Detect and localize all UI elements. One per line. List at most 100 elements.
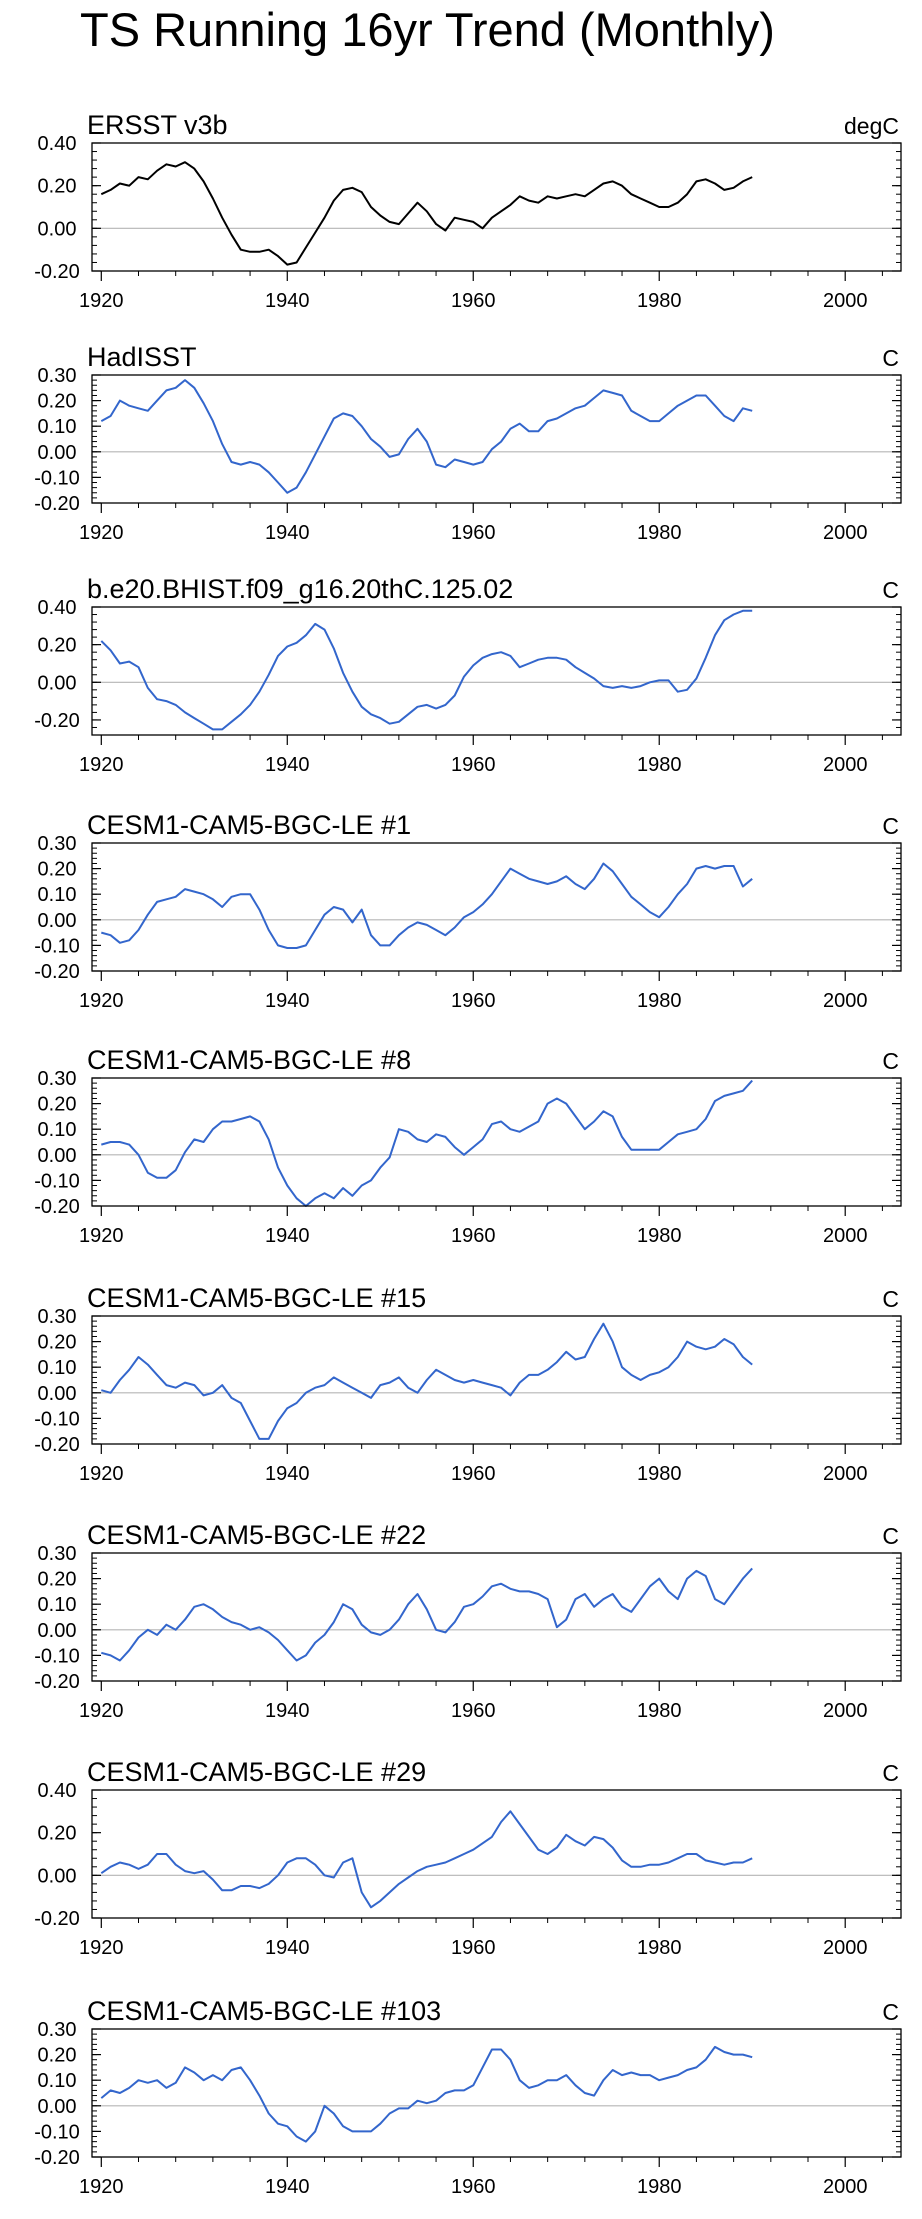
x-tick-label: 2000 xyxy=(823,1937,868,1959)
panel-title: ERSST v3b xyxy=(87,110,228,140)
y-tick-label: 0.20 xyxy=(38,1823,77,1845)
y-tick-label: 0.20 xyxy=(38,859,77,881)
y-tick-label: 0.00 xyxy=(38,672,77,694)
x-tick-label: 1980 xyxy=(637,754,682,776)
x-tick-label: 1980 xyxy=(637,522,682,544)
y-tick-label: 0.10 xyxy=(38,2070,77,2092)
panel-units: C xyxy=(882,1048,899,1074)
y-tick-label: 0.10 xyxy=(38,884,77,906)
panel-5: CESM1-CAM5-BGC-LE #8 C -0.20 -0.10 0.00 0.10 0… xyxy=(34,1045,902,1247)
panel-title: CESM1-CAM5-BGC-LE #8 xyxy=(87,1045,411,1075)
y-tick-label: 0.10 xyxy=(38,416,77,438)
y-tick-label: 0.40 xyxy=(38,597,77,619)
y-tick-label: 0.30 xyxy=(38,1068,77,1090)
series-line xyxy=(100,2045,753,2143)
panel-units: C xyxy=(882,1523,899,1549)
panel-title: b.e20.BHIST.f09_g16.20thC.125.02 xyxy=(87,574,513,604)
y-tick-label: -0.20 xyxy=(34,1671,80,1693)
y-tick-label: 0.20 xyxy=(38,2045,77,2067)
x-tick-label: 1960 xyxy=(451,1463,496,1485)
y-tick-label: 0.10 xyxy=(38,1119,77,1141)
x-tick-label: 1980 xyxy=(637,2176,682,2198)
y-tick-label: -0.10 xyxy=(34,935,80,957)
series-line xyxy=(101,1322,753,1440)
x-tick-label: 2000 xyxy=(823,1225,868,1247)
y-tick-label: 0.40 xyxy=(38,133,77,155)
plot-frame xyxy=(91,842,902,972)
x-tick-label: 1940 xyxy=(265,1700,310,1722)
panel-title: CESM1-CAM5-BGC-LE #15 xyxy=(87,1283,426,1313)
y-tick-label: 0.20 xyxy=(38,1094,77,1116)
panel-title: CESM1-CAM5-BGC-LE #22 xyxy=(87,1520,426,1550)
x-tick-label: 1940 xyxy=(265,1225,310,1247)
x-tick-label: 2000 xyxy=(823,290,868,312)
y-tick-label: -0.20 xyxy=(34,2147,80,2169)
panel-title: CESM1-CAM5-BGC-LE #1 xyxy=(87,810,411,840)
y-tick-label: -0.10 xyxy=(34,467,80,489)
x-tick-label: 1960 xyxy=(451,290,496,312)
plot-frame xyxy=(91,606,902,736)
panel-3: b.e20.BHIST.f09_g16.20thC.125.02 C -0.20 0.… xyxy=(34,574,902,776)
y-tick-label: 0.20 xyxy=(38,176,77,198)
y-tick-label: 0.00 xyxy=(38,2096,77,2118)
x-tick-label: 1920 xyxy=(79,2176,124,2198)
x-tick-label: 2000 xyxy=(823,990,868,1012)
x-tick-label: 1940 xyxy=(265,1463,310,1485)
y-tick-label: -0.20 xyxy=(34,1434,80,1456)
y-tick-label: 0.00 xyxy=(38,1620,77,1642)
y-tick-label: -0.10 xyxy=(34,1408,80,1430)
x-tick-label: 1960 xyxy=(451,2176,496,2198)
panel-1: ERSST v3b degC -0.20 0.00 0.20 0.40 1920 1940 19… xyxy=(34,110,902,312)
x-tick-label: 1920 xyxy=(79,754,124,776)
y-tick-label: 0.20 xyxy=(38,1569,77,1591)
y-tick-label: 0.00 xyxy=(38,218,77,240)
x-tick-label: 2000 xyxy=(823,2176,868,2198)
series-line xyxy=(101,1079,753,1207)
y-tick-label: 0.30 xyxy=(38,2019,77,2041)
y-tick-label: 0.00 xyxy=(38,910,77,932)
panel-title: CESM1-CAM5-BGC-LE #103 xyxy=(87,1996,441,2026)
panel-title: CESM1-CAM5-BGC-LE #29 xyxy=(87,1757,426,1787)
y-tick-label: -0.20 xyxy=(34,1908,80,1930)
plot-frame xyxy=(91,2028,902,2158)
y-tick-label: 0.10 xyxy=(38,1357,77,1379)
y-tick-label: 0.00 xyxy=(38,442,77,464)
series-line xyxy=(100,379,753,494)
x-tick-label: 1920 xyxy=(79,1463,124,1485)
x-tick-label: 1980 xyxy=(637,1700,682,1722)
panel-8: CESM1-CAM5-BGC-LE #29 C -0.20 0.00 0.20 0.40 1… xyxy=(34,1757,902,1959)
x-tick-label: 1920 xyxy=(79,1225,124,1247)
x-tick-label: 1920 xyxy=(79,990,124,1012)
x-tick-label: 1960 xyxy=(451,522,496,544)
panel-6: CESM1-CAM5-BGC-LE #15 C -0.20 -0.10 0.00 0.10… xyxy=(34,1283,902,1485)
series-line xyxy=(100,609,753,731)
panel-title: HadISST xyxy=(87,342,197,372)
x-tick-label: 1920 xyxy=(79,522,124,544)
x-tick-label: 1960 xyxy=(451,1700,496,1722)
y-tick-label: -0.20 xyxy=(34,493,80,515)
plot-frame xyxy=(91,1077,902,1207)
y-tick-label: 0.20 xyxy=(38,635,77,657)
x-tick-label: 1960 xyxy=(451,1937,496,1959)
y-tick-label: 0.30 xyxy=(38,365,77,387)
y-tick-label: -0.20 xyxy=(34,961,80,983)
panel-units: C xyxy=(882,813,899,839)
plot-frame xyxy=(91,374,902,504)
series-line xyxy=(100,1810,753,1909)
x-tick-label: 1960 xyxy=(451,990,496,1012)
panel-units: C xyxy=(882,577,899,603)
panel-units: C xyxy=(882,345,899,371)
y-tick-label: -0.10 xyxy=(34,1645,80,1667)
y-tick-label: -0.20 xyxy=(34,261,80,283)
y-tick-label: -0.10 xyxy=(34,1170,80,1192)
panel-units: C xyxy=(882,1999,899,2025)
panel-units: degC xyxy=(844,113,899,139)
y-tick-label: 0.30 xyxy=(38,833,77,855)
x-tick-label: 1960 xyxy=(451,1225,496,1247)
x-tick-label: 1920 xyxy=(79,1937,124,1959)
y-tick-label: 0.10 xyxy=(38,1594,77,1616)
panel-9: CESM1-CAM5-BGC-LE #103 C -0.20 -0.10 0.00 0.1… xyxy=(34,1996,902,2198)
x-tick-label: 2000 xyxy=(823,754,868,776)
plot-frame xyxy=(91,1789,902,1919)
